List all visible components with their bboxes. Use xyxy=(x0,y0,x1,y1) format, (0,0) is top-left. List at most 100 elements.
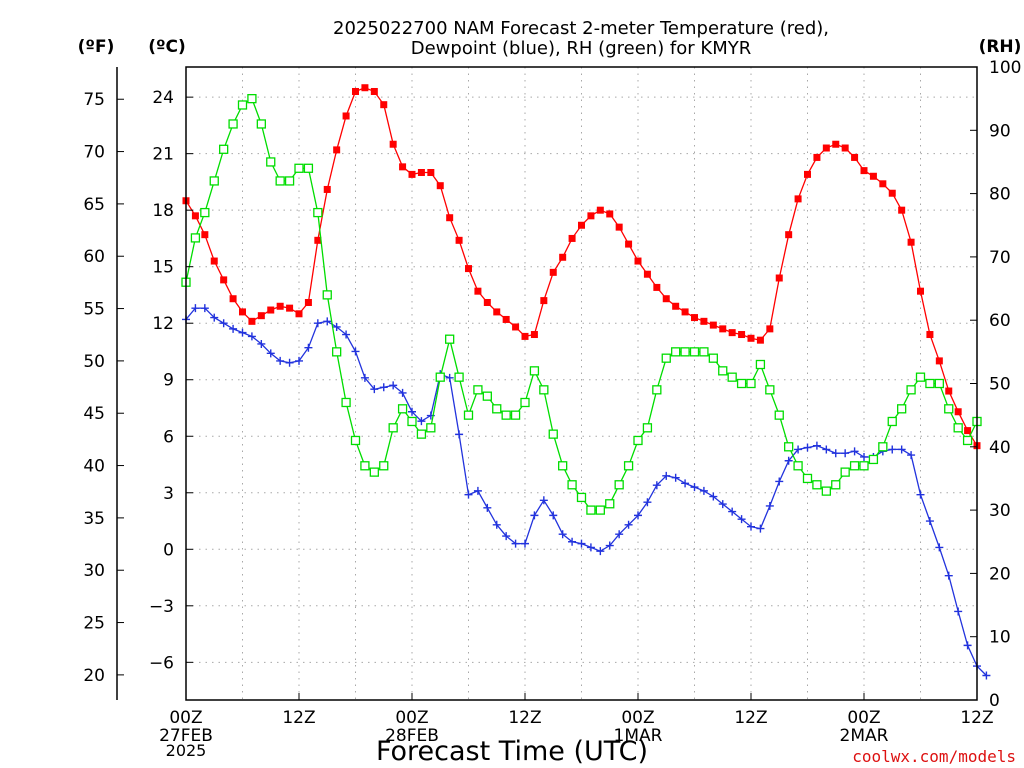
dewpoint-point xyxy=(756,524,765,533)
rh-point xyxy=(360,461,370,471)
dewpoint-point xyxy=(860,452,868,461)
dewpoint-point xyxy=(718,500,727,509)
temperature-point xyxy=(502,315,510,323)
rh-point xyxy=(642,423,653,433)
dewpoint-point xyxy=(276,356,285,365)
temperature-point xyxy=(389,140,397,148)
rh-point xyxy=(219,144,229,154)
rh-point xyxy=(962,435,973,446)
dewpoint-point xyxy=(285,358,294,367)
temperature-point xyxy=(813,153,821,161)
rh-tick-label: 80 xyxy=(989,185,1011,205)
dewpoint-point xyxy=(549,511,558,520)
rh-point xyxy=(539,385,549,395)
rh-point xyxy=(416,429,427,439)
rh-point xyxy=(689,347,700,357)
x-tick-label: 00Z xyxy=(847,708,880,728)
dewpoint-point xyxy=(445,373,454,382)
dewpoint-point xyxy=(765,501,774,510)
dewpoint-point xyxy=(313,319,322,328)
temperature-point xyxy=(512,323,520,331)
temperature-point xyxy=(841,144,849,152)
rh-point xyxy=(878,442,888,452)
temperature-point xyxy=(794,195,802,203)
rh-point xyxy=(397,404,408,414)
rh-point xyxy=(313,207,323,218)
temperature-point xyxy=(672,302,680,310)
chart-title-line1: 2025022700 NAM Forecast 2-meter Temperat… xyxy=(333,18,829,39)
temperature-point xyxy=(634,257,642,265)
temperature-point xyxy=(964,427,972,435)
temperature-point xyxy=(380,101,388,109)
rh-point xyxy=(510,410,521,420)
temperature-point xyxy=(201,231,209,239)
rh-point xyxy=(633,435,643,446)
rh-point xyxy=(680,347,690,357)
dewpoint-point xyxy=(982,671,991,680)
rh-point xyxy=(755,359,766,370)
fahrenheit-tick-label: 25 xyxy=(83,614,105,634)
fahrenheit-tick-label: 40 xyxy=(83,457,105,477)
temperature-point xyxy=(719,325,727,333)
x-axis-title: Forecast Time (UTC) xyxy=(376,736,648,767)
dewpoint-point xyxy=(389,381,398,390)
temperature-point xyxy=(643,270,651,278)
dewpoint-point xyxy=(577,539,586,548)
temperature-point xyxy=(465,265,472,273)
celsius-tick-label: 15 xyxy=(152,258,174,278)
temperature-point xyxy=(804,170,811,178)
rh-point xyxy=(369,467,379,477)
x-date-label: 2MAR xyxy=(840,726,889,746)
celsius-tick-label: 6 xyxy=(163,427,174,447)
temperature-point xyxy=(455,236,463,244)
temperature-point xyxy=(738,331,746,339)
rh-point xyxy=(812,480,822,490)
temperature-point xyxy=(775,274,783,282)
temperature-point xyxy=(681,308,689,316)
x-tick-label: 00Z xyxy=(169,708,202,728)
dewpoint-point xyxy=(191,304,200,313)
rh-point xyxy=(407,416,417,427)
rh-point xyxy=(774,410,784,420)
dewpoint-point xyxy=(907,451,916,460)
temperature-point xyxy=(304,298,312,306)
celsius-tick-label: −3 xyxy=(149,597,174,617)
temperature-point xyxy=(662,295,670,303)
temperature-point xyxy=(888,189,896,197)
dewpoint-point xyxy=(709,492,718,501)
rh-point xyxy=(388,423,398,433)
temperature-point xyxy=(860,167,868,175)
rh-point xyxy=(190,233,201,243)
rh-point xyxy=(699,347,709,357)
temperature-point xyxy=(210,257,218,265)
rh-point xyxy=(445,334,455,344)
dewpoint-point xyxy=(671,473,680,482)
axis-ticks: −6 −3 0 3 6 9 12 15 18 21 24 20 25 30 35 40 45 50 55 60 65 70… xyxy=(83,58,1021,746)
dewpoint-point xyxy=(794,445,803,454)
temperature-point xyxy=(653,283,661,291)
rh-unit-label: (RH) xyxy=(979,37,1022,57)
rh-point xyxy=(266,157,276,167)
temperature-point xyxy=(832,140,840,148)
dewpoint-point xyxy=(464,490,473,499)
rh-point xyxy=(576,492,587,503)
dewpoint-point xyxy=(662,471,671,480)
temperature-point xyxy=(483,298,491,306)
year-label: 2025 xyxy=(166,741,207,760)
rh-point xyxy=(605,499,615,509)
rh-point xyxy=(708,353,718,363)
rh-line xyxy=(185,97,978,511)
rh-point xyxy=(501,410,511,420)
rh-point xyxy=(784,442,794,452)
rh-point xyxy=(294,163,304,173)
rh-point xyxy=(341,397,351,408)
rh-point xyxy=(765,385,775,395)
temperature-point xyxy=(417,169,425,176)
dewpoint-point xyxy=(342,330,351,339)
rh-tick-label: 20 xyxy=(989,564,1011,584)
temperature-point xyxy=(549,268,557,276)
rh-point xyxy=(247,94,257,104)
dewpoint-point xyxy=(266,349,275,358)
dewpoint-point xyxy=(351,347,360,356)
dewpoint-point xyxy=(615,530,624,539)
